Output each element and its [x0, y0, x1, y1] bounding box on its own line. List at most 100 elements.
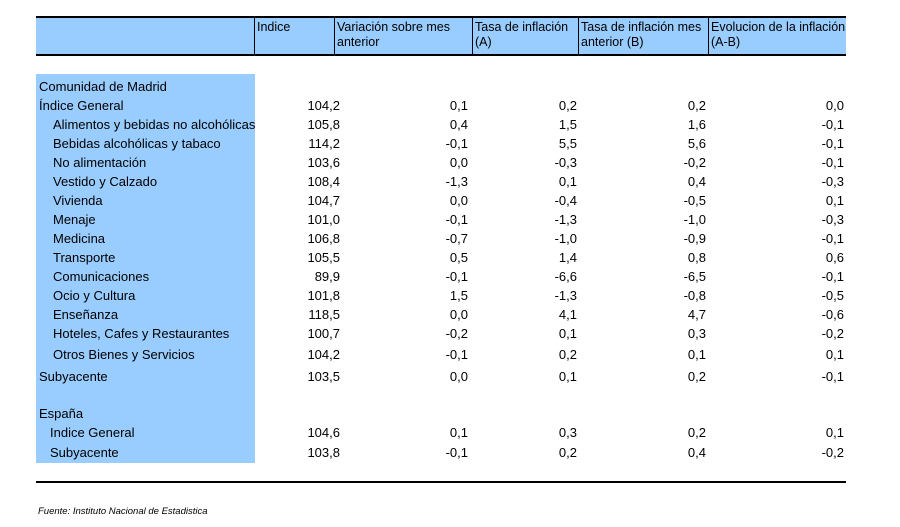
table-row: Vestido y Calzado 108,4 -1,3 0,1 0,4 -0,3 [0, 172, 900, 191]
table-row: Indice General 104,6 0,1 0,3 0,2 0,1 [0, 423, 900, 442]
row-label: Transporte [53, 250, 116, 265]
row-value: -0,2 [821, 326, 844, 341]
row-value: -0,2 [683, 155, 706, 170]
row-label: Indice General [50, 425, 135, 440]
row-value: -0,5 [821, 288, 844, 303]
row-value: 0,2 [558, 98, 577, 113]
row-value: 104,7 [307, 193, 340, 208]
table-row: Transporte 105,5 0,5 1,4 0,8 0,6 [0, 248, 900, 267]
table-row: Medicina 106,8 -0,7 -1,0 -0,9 -0,1 [0, 229, 900, 248]
row-value: 0,0 [825, 98, 844, 113]
row-label: Otros Bienes y Servicios [53, 347, 195, 362]
row-value: -6,6 [554, 269, 577, 284]
table-row: Índice General 104,2 0,1 0,2 0,2 0,0 [0, 96, 900, 115]
row-value: 104,2 [307, 98, 340, 113]
row-label: Alimentos y bebidas no alcohólicas [53, 117, 256, 132]
row-value: 0,4 [449, 117, 468, 132]
row-value: -0,1 [445, 212, 468, 227]
header-indice: Indice [254, 18, 334, 54]
row-value: -0,1 [821, 231, 844, 246]
table-row: Comunicaciones 89,9 -0,1 -6,6 -6,5 -0,1 [0, 267, 900, 286]
table-row: Bebidas alcohólicas y tabaco 114,2 -0,1 5,5… [0, 134, 900, 153]
row-value: -0,3 [821, 174, 844, 189]
row-value: 0,0 [449, 155, 468, 170]
table-row: Subyacente 103,5 0,0 0,1 0,2 -0,1 [0, 367, 900, 386]
row-value: -1,3 [445, 174, 468, 189]
row-value: 104,6 [307, 425, 340, 440]
row-value: 0,5 [449, 250, 468, 265]
row-label: Ocio y Cultura [53, 288, 136, 303]
row-label: No alimentación [53, 155, 147, 170]
row-value: 0,1 [825, 425, 844, 440]
table-row: Vivienda 104,7 0,0 -0,4 -0,5 0,1 [0, 191, 900, 210]
row-value: -0,1 [821, 369, 844, 384]
row-value: -0,5 [683, 193, 706, 208]
row-value: 101,8 [307, 288, 340, 303]
row-value: 1,5 [449, 288, 468, 303]
row-label: Índice General [39, 98, 124, 113]
row-value: -0,7 [445, 231, 468, 246]
header-evolucion: Evolucion de la inflación (A-B) [708, 18, 846, 54]
row-label: Hoteles, Cafes y Restaurantes [53, 326, 230, 341]
row-value: -6,5 [683, 269, 706, 284]
row-value: 103,5 [307, 369, 340, 384]
row-value: 0,4 [687, 174, 706, 189]
row-value: -0,1 [821, 117, 844, 132]
section-title-spain: España [39, 406, 84, 421]
row-value: 0,3 [558, 425, 577, 440]
table-row: Otros Bienes y Servicios 104,2 -0,1 0,2 0,1 0… [0, 345, 900, 364]
table-header: Indice Variación sobre mes anterior Tasa… [36, 16, 846, 56]
row-value: 103,8 [307, 445, 340, 460]
header-variacion: Variación sobre mes anterior [334, 18, 472, 54]
row-value: -0,1 [821, 269, 844, 284]
row-value: -0,4 [554, 193, 577, 208]
row-value: 89,9 [314, 269, 340, 284]
row-value: -0,9 [683, 231, 706, 246]
row-value: 1,5 [558, 117, 577, 132]
row-value: 105,8 [307, 117, 340, 132]
row-value: 0,1 [449, 425, 468, 440]
row-value: 1,6 [687, 117, 706, 132]
row-value: 0,0 [449, 369, 468, 384]
row-value: 0,4 [687, 445, 706, 460]
row-value: -1,0 [683, 212, 706, 227]
row-value: -0,2 [821, 445, 844, 460]
row-label: Enseñanza [53, 307, 119, 322]
table-row: No alimentación 103,6 0,0 -0,3 -0,2 -0,1 [0, 153, 900, 172]
row-value: 0,1 [558, 369, 577, 384]
row-value: 106,8 [307, 231, 340, 246]
label-column-background [36, 74, 255, 463]
row-value: 0,6 [825, 250, 844, 265]
row-value: -0,1 [445, 347, 468, 362]
table-row: Menaje 101,0 -0,1 -1,3 -1,0 -0,3 [0, 210, 900, 229]
source-note: Fuente: Instituto Nacional de Estadistic… [38, 506, 208, 517]
row-value: 0,2 [558, 445, 577, 460]
row-value: 5,5 [558, 136, 577, 151]
row-label: Menaje [53, 212, 96, 227]
row-value: -0,1 [445, 269, 468, 284]
row-value: 108,4 [307, 174, 340, 189]
row-value: -0,8 [683, 288, 706, 303]
row-value: 0,1 [825, 193, 844, 208]
header-tasa-b: Tasa de inflación mes anterior (B) [578, 18, 708, 54]
row-value: 4,1 [558, 307, 577, 322]
row-value: 4,7 [687, 307, 706, 322]
row-value: -0,1 [821, 155, 844, 170]
row-value: -1,0 [554, 231, 577, 246]
section-title-madrid: Comunidad de Madrid [39, 79, 167, 94]
row-value: 0,1 [687, 347, 706, 362]
row-label: Vivienda [53, 193, 103, 208]
row-value: -0,1 [445, 445, 468, 460]
row-value: 0,0 [449, 193, 468, 208]
row-value: 0,0 [449, 307, 468, 322]
table-row: Alimentos y bebidas no alcohólicas 105,8 0… [0, 115, 900, 134]
row-value: 118,5 [308, 307, 340, 322]
row-label: Comunicaciones [53, 269, 150, 284]
table-row: Hoteles, Cafes y Restaurantes 100,7 -0,2 0,… [0, 324, 900, 343]
table-row: Subyacente 103,8 -0,1 0,2 0,4 -0,2 [0, 443, 900, 462]
row-value: 0,1 [558, 174, 577, 189]
row-value: 0,1 [449, 98, 468, 113]
row-value: -0,3 [821, 212, 844, 227]
row-value: 0,2 [687, 98, 706, 113]
row-value: 0,3 [687, 326, 706, 341]
